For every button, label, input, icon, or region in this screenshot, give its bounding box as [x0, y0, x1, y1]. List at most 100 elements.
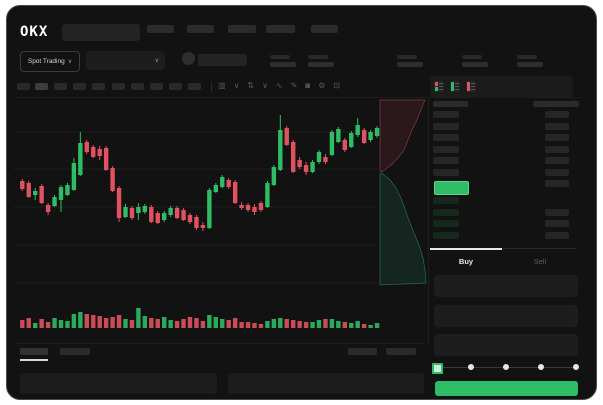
- bottom-tab-active[interactable]: [20, 348, 48, 355]
- bottom-action-placeholder[interactable]: [386, 348, 416, 355]
- timeframe-button[interactable]: [73, 83, 86, 90]
- compare-icon[interactable]: ⇅: [247, 81, 255, 90]
- nav-item-placeholder[interactable]: [311, 25, 338, 33]
- slider-stop-dot[interactable]: [538, 364, 544, 370]
- ticker-stat-value: [397, 62, 423, 67]
- bottom-tab[interactable]: [60, 348, 90, 355]
- mode-row-line: [439, 86, 443, 87]
- slider-stop-dot[interactable]: [468, 364, 474, 370]
- ask-price-placeholder[interactable]: [433, 123, 459, 130]
- ask-price-placeholder[interactable]: [433, 111, 459, 118]
- bid-price-placeholder[interactable]: [433, 197, 459, 204]
- price-input[interactable]: [434, 275, 578, 297]
- mode-color-column: [435, 82, 438, 91]
- ticker-stat-value: [308, 62, 334, 67]
- fullscreen-icon[interactable]: ⊡: [333, 81, 341, 90]
- nav-item-placeholder[interactable]: [228, 25, 256, 33]
- book-asks-icon[interactable]: [466, 81, 476, 92]
- bid-price-placeholder[interactable]: [433, 232, 459, 239]
- active-tab-indicator: [430, 248, 502, 250]
- book-bids-icon[interactable]: [450, 81, 460, 92]
- settings-icon[interactable]: ⚙: [318, 81, 326, 90]
- ask-price-placeholder[interactable]: [433, 157, 459, 164]
- tabbar-divider: [430, 248, 576, 249]
- book-combined-icon[interactable]: [434, 81, 444, 92]
- mode-color-column: [467, 82, 470, 91]
- mode-row-line: [439, 89, 443, 90]
- orders-table-placeholder: [20, 373, 217, 394]
- orderbook-header-price: [433, 101, 468, 107]
- timeframe-button[interactable]: [169, 83, 182, 90]
- ask-amount-placeholder[interactable]: [545, 111, 569, 118]
- mode-row-line: [455, 89, 459, 90]
- bid-price-placeholder[interactable]: [433, 209, 459, 216]
- indicator-icon[interactable]: ∿: [275, 81, 283, 90]
- bid-amount-placeholder[interactable]: [545, 209, 569, 216]
- amount-input[interactable]: [434, 305, 578, 327]
- ticker-stat-label: [308, 55, 328, 59]
- ask-price-placeholder[interactable]: [433, 146, 459, 153]
- ask-amount-placeholder[interactable]: [545, 123, 569, 130]
- chart-tool-icons: ▥ ∨ ⇅ ∨ ∿ ✎ ◙ ⚙ ⊡: [218, 81, 340, 90]
- chevron-down-icon: ∨: [233, 81, 240, 90]
- timeframe-button[interactable]: [188, 83, 201, 90]
- global-search-input[interactable]: [62, 24, 140, 41]
- coin-logo-icon: [182, 52, 195, 65]
- camera-icon[interactable]: ◙: [305, 81, 311, 90]
- orderbook-header-amount: [533, 101, 579, 107]
- ticker-stat-label: [397, 55, 417, 59]
- candle-style-icon[interactable]: ▥: [218, 81, 226, 90]
- ask-amount-placeholder[interactable]: [545, 134, 569, 141]
- mode-row-line: [455, 83, 459, 84]
- chevron-down-icon: ∨: [154, 57, 159, 64]
- bottom-action-placeholder[interactable]: [348, 348, 377, 355]
- timeframe-button[interactable]: [54, 83, 67, 90]
- mode-row-line: [471, 89, 475, 90]
- timeframe-button[interactable]: [112, 83, 125, 90]
- toolbar-divider: [211, 82, 212, 92]
- total-input[interactable]: [434, 334, 578, 356]
- ask-price-placeholder[interactable]: [433, 134, 459, 141]
- tab-sell[interactable]: Sell: [533, 257, 547, 266]
- timeframe-button[interactable]: [35, 83, 48, 90]
- mode-color-column: [451, 82, 454, 91]
- mode-row-line: [439, 83, 443, 84]
- slider-stop-dot[interactable]: [503, 364, 509, 370]
- bid-amount-placeholder[interactable]: [545, 232, 569, 239]
- nav-item-placeholder[interactable]: [147, 25, 174, 33]
- timeframe-button[interactable]: [150, 83, 163, 90]
- ask-amount-placeholder[interactable]: [545, 180, 569, 187]
- timeframe-button[interactable]: [17, 83, 30, 90]
- ticker-stat-label: [462, 55, 482, 59]
- divider: [14, 343, 424, 344]
- market-type-dropdown[interactable]: Spot Trading ∨: [20, 51, 80, 72]
- bid-price-placeholder[interactable]: [433, 220, 459, 227]
- slider-handle-active[interactable]: [432, 363, 443, 374]
- bid-depth-area: [379, 173, 427, 286]
- slider-stop-dot[interactable]: [573, 364, 579, 370]
- ticker-stat-label: [517, 55, 537, 59]
- ticker-stat-value: [270, 62, 296, 67]
- mode-row-line: [471, 86, 475, 87]
- timeframe-button[interactable]: [92, 83, 105, 90]
- buy-submit-button[interactable]: [435, 381, 578, 396]
- ask-price-placeholder[interactable]: [433, 169, 459, 176]
- nav-item-placeholder[interactable]: [266, 25, 295, 33]
- tab-buy[interactable]: Buy: [458, 257, 474, 266]
- orderbook-last-price[interactable]: [434, 181, 469, 195]
- pair-selector-dropdown[interactable]: ∨: [86, 51, 165, 70]
- ticker-stat-value: [462, 62, 488, 67]
- ticker-stat-value: [517, 62, 543, 67]
- orderbook-toolbar: [430, 76, 573, 97]
- panel-divider: [428, 97, 429, 343]
- ask-amount-placeholder[interactable]: [545, 169, 569, 176]
- nav-item-placeholder[interactable]: [187, 25, 214, 33]
- chevron-down-icon: ∨: [262, 81, 268, 90]
- ask-amount-placeholder[interactable]: [545, 157, 569, 164]
- timeframe-button[interactable]: [131, 83, 144, 90]
- ask-amount-placeholder[interactable]: [545, 146, 569, 153]
- ask-depth-area: [379, 99, 426, 173]
- bid-amount-placeholder[interactable]: [545, 220, 569, 227]
- draw-icon[interactable]: ✎: [290, 81, 298, 90]
